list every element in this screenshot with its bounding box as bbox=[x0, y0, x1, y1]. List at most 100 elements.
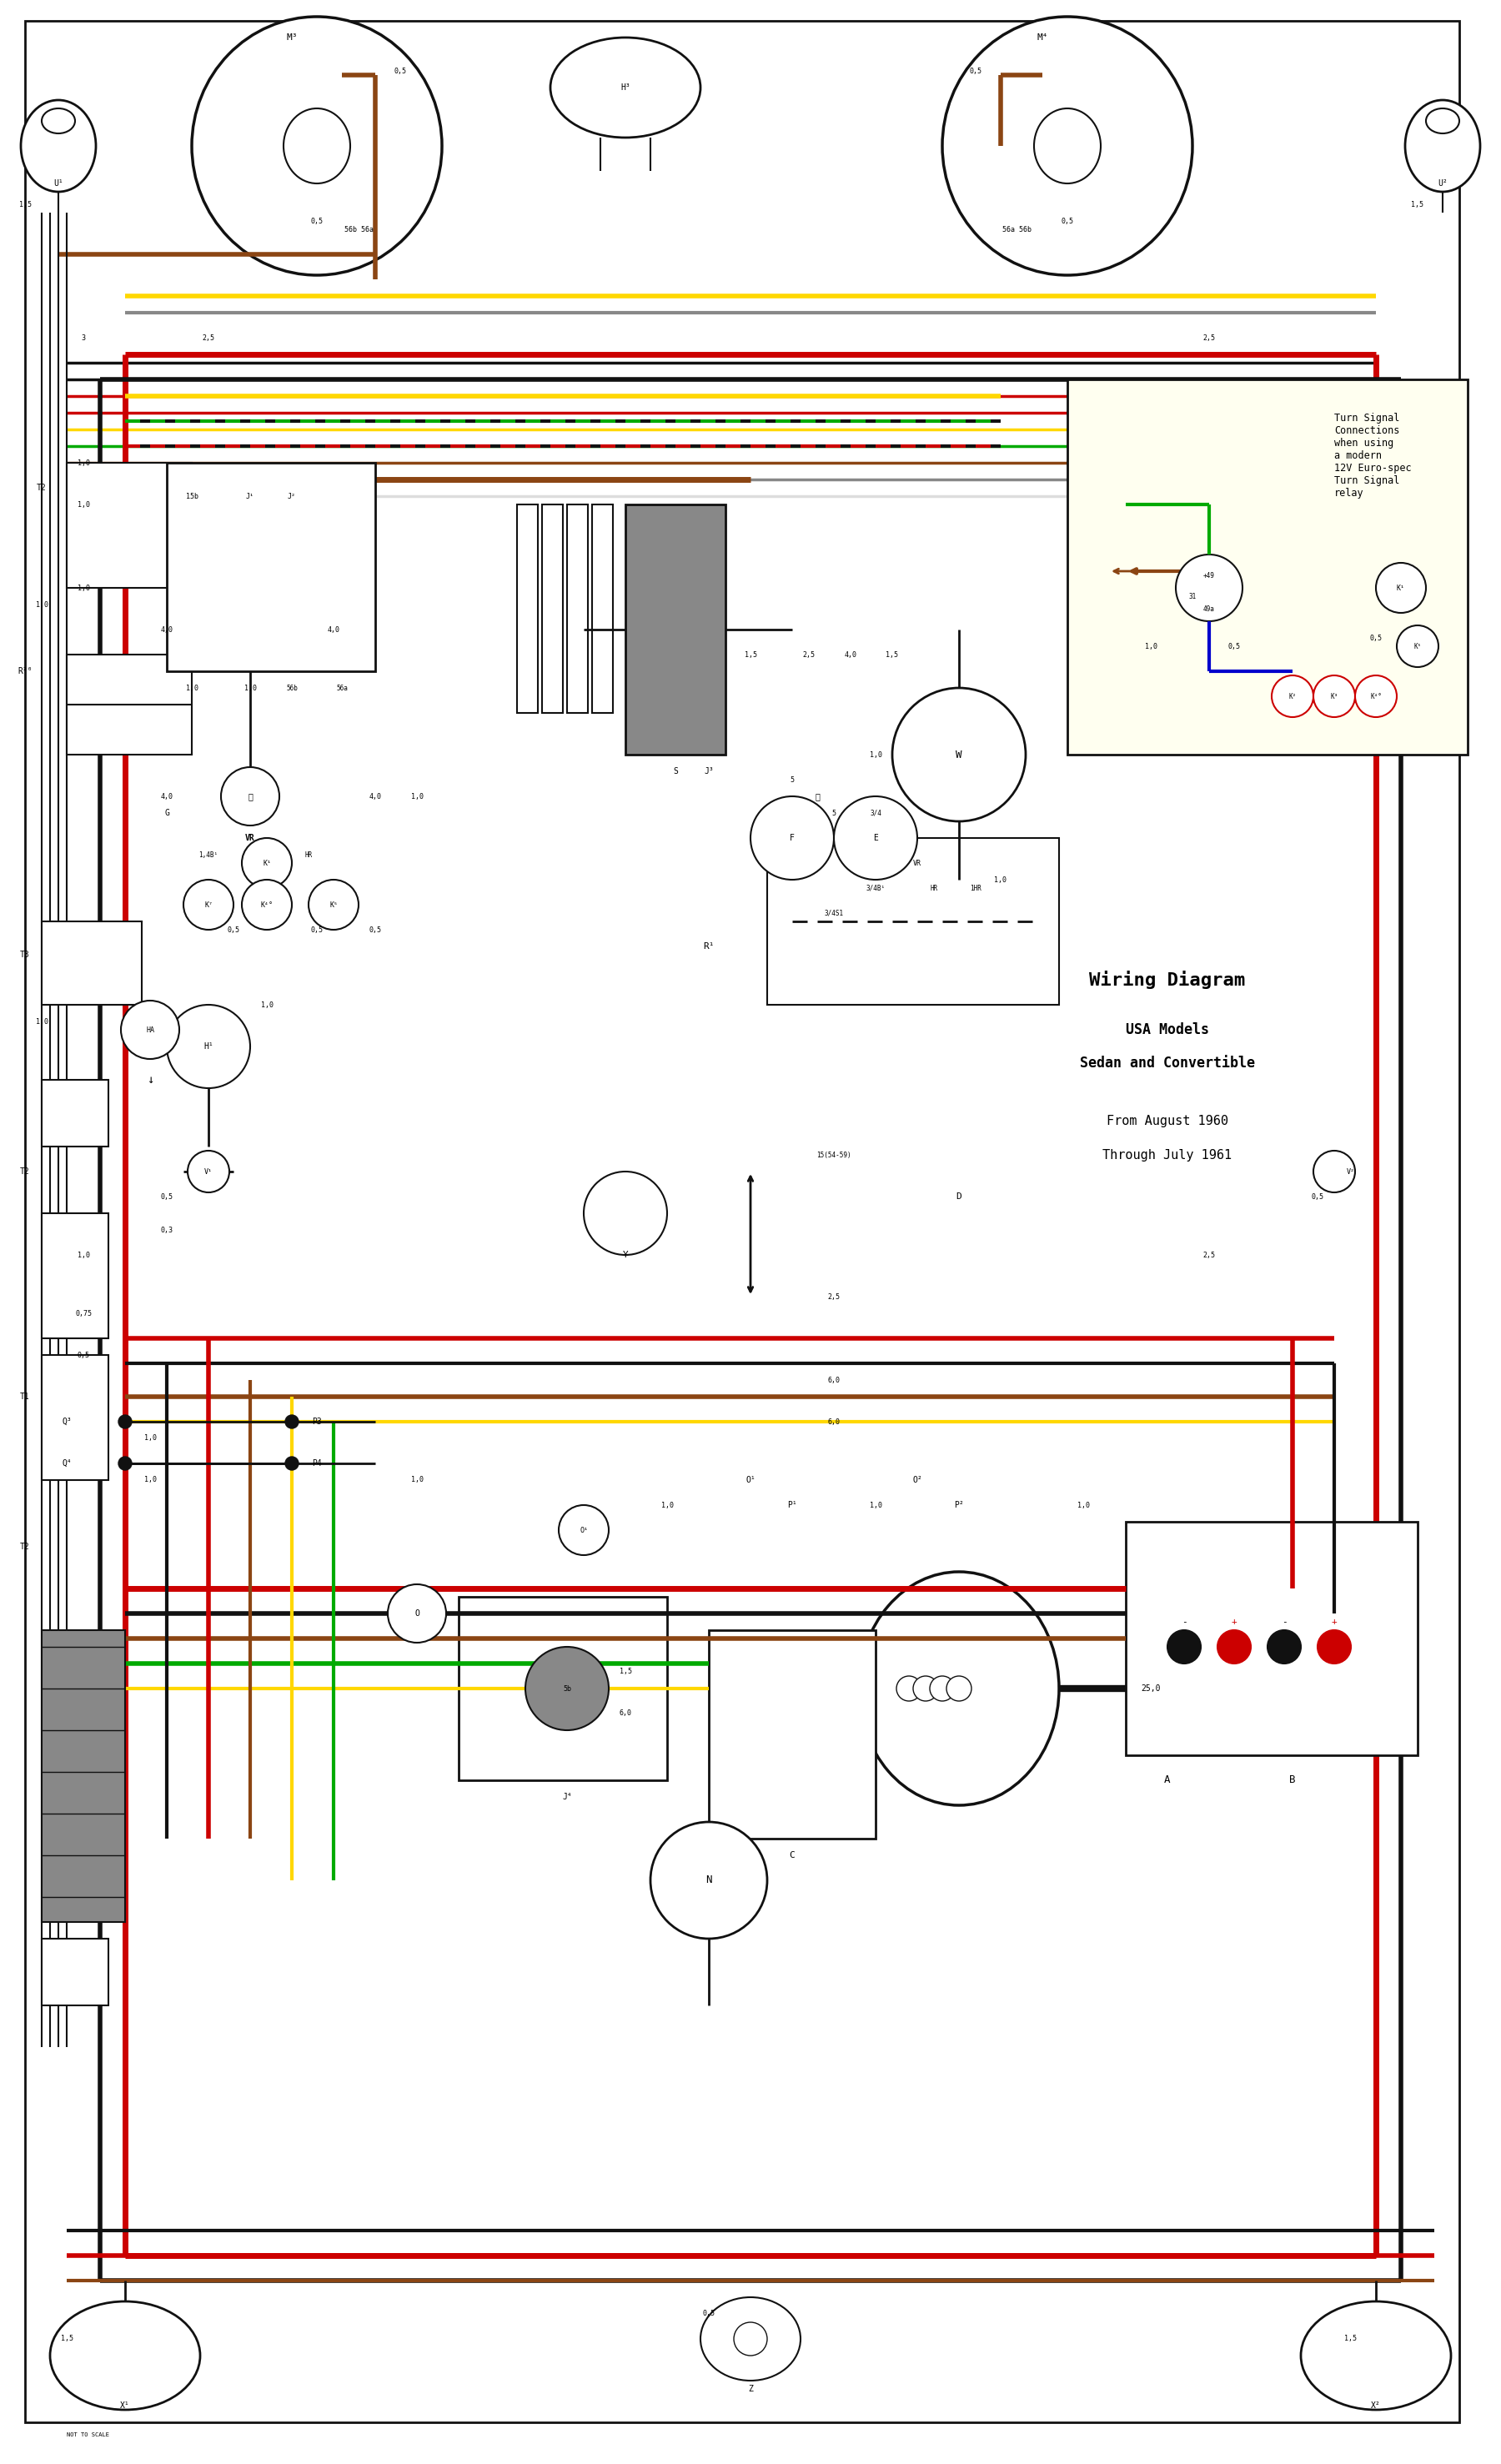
Ellipse shape bbox=[859, 1572, 1060, 1806]
Text: T2: T2 bbox=[20, 1542, 30, 1550]
Text: 1,0: 1,0 bbox=[77, 500, 90, 508]
Text: 5: 5 bbox=[832, 808, 836, 816]
Text: 1,0: 1,0 bbox=[36, 1018, 48, 1025]
Text: 0,5: 0,5 bbox=[1061, 217, 1073, 224]
Text: G: G bbox=[164, 808, 170, 818]
Circle shape bbox=[119, 1456, 132, 1471]
Bar bbox=[542, 505, 563, 712]
Text: K¹: K¹ bbox=[1397, 584, 1405, 591]
Bar bbox=[66, 655, 192, 754]
Circle shape bbox=[1355, 675, 1397, 717]
Bar bbox=[42, 1355, 108, 1481]
Text: Q⁴: Q⁴ bbox=[62, 1459, 72, 1469]
Text: Y: Y bbox=[623, 1252, 629, 1259]
Text: K⁴°: K⁴° bbox=[261, 902, 273, 909]
Text: P4: P4 bbox=[312, 1459, 321, 1469]
Circle shape bbox=[525, 1646, 609, 1730]
Text: K¹: K¹ bbox=[263, 860, 272, 867]
Circle shape bbox=[183, 880, 234, 929]
Text: Sedan and Convertible: Sedan and Convertible bbox=[1079, 1055, 1255, 1072]
Text: C: C bbox=[790, 1850, 796, 1860]
Circle shape bbox=[835, 796, 917, 880]
Circle shape bbox=[1217, 1631, 1250, 1663]
Bar bbox=[591, 505, 612, 712]
Circle shape bbox=[1267, 1631, 1301, 1663]
Text: 0,5: 0,5 bbox=[77, 1350, 90, 1358]
Text: VR: VR bbox=[245, 833, 255, 843]
Text: 1,0: 1,0 bbox=[1144, 643, 1157, 650]
Text: 0,5: 0,5 bbox=[970, 67, 982, 74]
Text: T2: T2 bbox=[20, 1168, 30, 1175]
Circle shape bbox=[167, 1005, 251, 1089]
Text: 49a: 49a bbox=[1204, 606, 1214, 614]
Text: 1,0: 1,0 bbox=[144, 1434, 156, 1441]
Text: K³: K³ bbox=[1330, 692, 1337, 700]
Bar bbox=[66, 463, 192, 589]
Circle shape bbox=[122, 1000, 179, 1060]
Text: 1,0: 1,0 bbox=[411, 793, 423, 801]
Text: S: S bbox=[672, 766, 678, 776]
Text: U²: U² bbox=[1438, 180, 1447, 187]
Circle shape bbox=[584, 1170, 666, 1254]
Ellipse shape bbox=[42, 108, 75, 133]
Text: D: D bbox=[956, 1193, 962, 1200]
Text: 4,0: 4,0 bbox=[161, 793, 173, 801]
Text: HR: HR bbox=[931, 885, 938, 892]
Text: K²: K² bbox=[1289, 692, 1297, 700]
Circle shape bbox=[650, 1821, 767, 1939]
Text: P3: P3 bbox=[312, 1417, 321, 1427]
Text: J³: J³ bbox=[704, 766, 713, 776]
Text: K⁵: K⁵ bbox=[329, 902, 338, 909]
Text: O: O bbox=[414, 1609, 419, 1619]
Text: 1,5: 1,5 bbox=[1345, 2336, 1357, 2343]
Text: R¹: R¹ bbox=[702, 941, 714, 951]
Circle shape bbox=[1168, 1631, 1201, 1663]
Text: +: + bbox=[1231, 1619, 1237, 1626]
Text: 0,5: 0,5 bbox=[311, 926, 323, 934]
Bar bbox=[567, 505, 588, 712]
Text: V¹: V¹ bbox=[204, 1168, 213, 1175]
Text: M³: M³ bbox=[287, 34, 297, 42]
Text: 1,0: 1,0 bbox=[660, 1501, 674, 1508]
Text: J²: J² bbox=[288, 493, 296, 500]
Text: P²: P² bbox=[955, 1501, 964, 1510]
Ellipse shape bbox=[1301, 2301, 1451, 2410]
Text: ↓: ↓ bbox=[147, 1074, 153, 1087]
Ellipse shape bbox=[192, 17, 441, 276]
Text: 31: 31 bbox=[1189, 591, 1196, 599]
Text: Through July 1961: Through July 1961 bbox=[1103, 1148, 1232, 1161]
Text: O¹: O¹ bbox=[579, 1525, 588, 1535]
Text: 1,5: 1,5 bbox=[60, 2336, 74, 2343]
Text: 4,0: 4,0 bbox=[369, 793, 381, 801]
Text: 1,5: 1,5 bbox=[744, 650, 757, 658]
Text: 1,0: 1,0 bbox=[994, 875, 1007, 885]
Text: N: N bbox=[705, 1875, 711, 1885]
Text: 1,0: 1,0 bbox=[186, 685, 198, 692]
Circle shape bbox=[221, 766, 279, 825]
Text: Z: Z bbox=[747, 2385, 754, 2393]
Circle shape bbox=[892, 687, 1025, 821]
Circle shape bbox=[285, 1456, 299, 1471]
Text: +: + bbox=[1331, 1619, 1337, 1626]
Text: U¹: U¹ bbox=[54, 180, 63, 187]
Text: 2,5: 2,5 bbox=[1202, 1252, 1216, 1259]
Text: HR: HR bbox=[305, 850, 312, 857]
Text: 1,0: 1,0 bbox=[245, 685, 257, 692]
Text: T2: T2 bbox=[38, 483, 47, 493]
Text: P¹: P¹ bbox=[788, 1501, 797, 1510]
Circle shape bbox=[734, 2321, 767, 2356]
Text: 1,0: 1,0 bbox=[77, 584, 90, 591]
Ellipse shape bbox=[1426, 108, 1459, 133]
Circle shape bbox=[119, 1414, 132, 1429]
Bar bbox=[42, 1212, 108, 1338]
Text: E: E bbox=[874, 833, 878, 843]
Ellipse shape bbox=[551, 37, 701, 138]
Text: 3: 3 bbox=[81, 335, 86, 342]
Text: K⁷: K⁷ bbox=[204, 902, 213, 909]
Text: R²⁰: R²⁰ bbox=[18, 668, 33, 675]
Text: 2,5: 2,5 bbox=[803, 650, 815, 658]
Text: 6,0: 6,0 bbox=[618, 1710, 632, 1717]
Text: 56b: 56b bbox=[287, 685, 297, 692]
Bar bbox=[1126, 1523, 1417, 1754]
Ellipse shape bbox=[284, 108, 350, 182]
